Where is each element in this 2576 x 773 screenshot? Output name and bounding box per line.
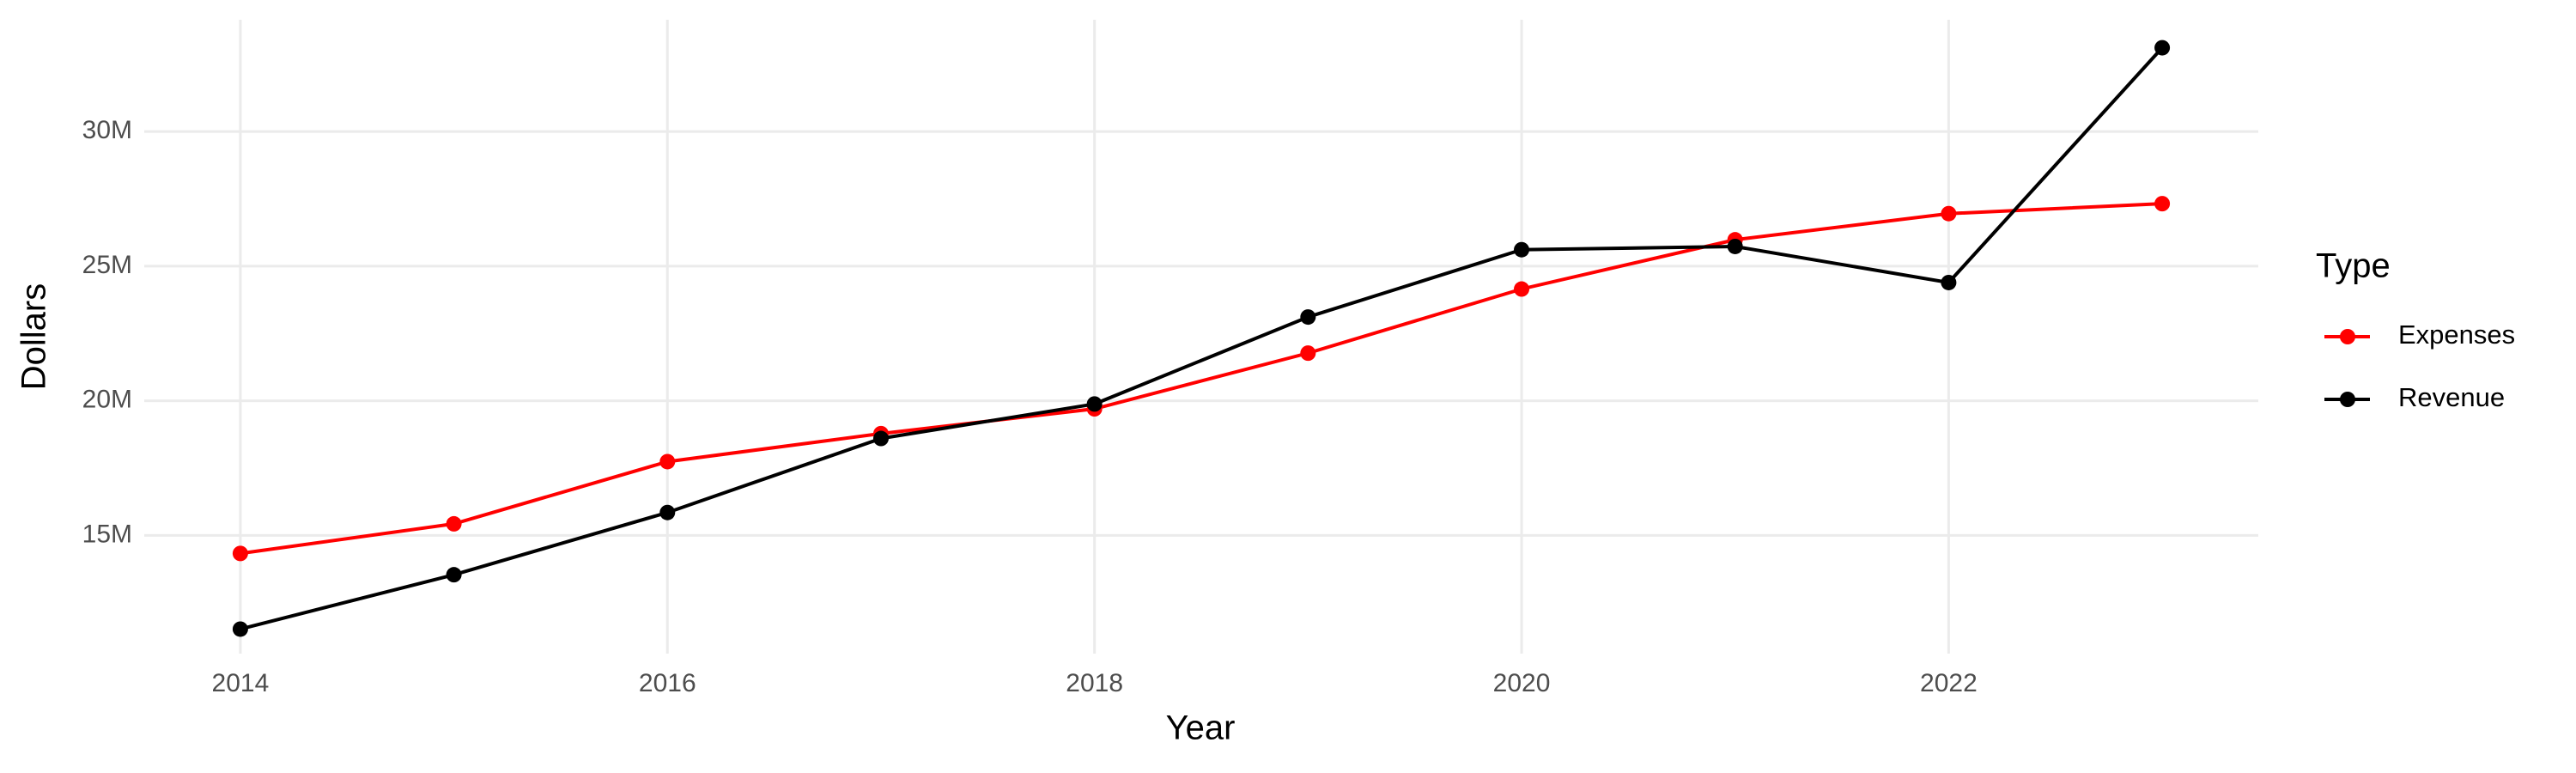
- y-tick-label: 15M: [82, 520, 132, 548]
- y-tick-label: 20M: [82, 386, 132, 414]
- data-point: [446, 567, 462, 583]
- legend-title: Type: [2316, 247, 2391, 285]
- x-tick-label: 2020: [1493, 669, 1551, 697]
- x-tick-label: 2014: [212, 669, 270, 697]
- data-point: [1514, 241, 1530, 258]
- data-point: [232, 545, 248, 562]
- data-point: [1941, 274, 1957, 290]
- data-point: [1300, 345, 1316, 362]
- data-point: [659, 504, 676, 520]
- data-point: [1086, 396, 1103, 412]
- series-line: [240, 202, 2163, 556]
- y-tick-label: 25M: [82, 251, 132, 279]
- legend-marker: [2340, 329, 2355, 344]
- x-tick-label: 2022: [1920, 669, 1978, 697]
- data-point: [1727, 238, 1743, 254]
- x-axis-title: Year: [1166, 709, 1236, 747]
- data-point: [659, 453, 676, 470]
- legend-marker: [2340, 392, 2355, 407]
- data-point: [2154, 196, 2171, 212]
- x-tick-label: 2018: [1066, 669, 1123, 697]
- y-tick-label: 30M: [82, 116, 132, 144]
- data-point: [446, 515, 462, 532]
- data-point: [1300, 309, 1316, 326]
- x-tick-label: 2016: [639, 669, 696, 697]
- data-point: [2154, 40, 2171, 56]
- legend-label: Revenue: [2398, 382, 2505, 412]
- y-axis-title: Dollars: [15, 283, 53, 390]
- series-line: [240, 46, 2164, 631]
- data-point: [1941, 205, 1957, 222]
- data-point: [872, 430, 889, 447]
- legend-label: Expenses: [2398, 320, 2515, 350]
- data-point: [232, 621, 248, 637]
- data-point: [1514, 281, 1530, 297]
